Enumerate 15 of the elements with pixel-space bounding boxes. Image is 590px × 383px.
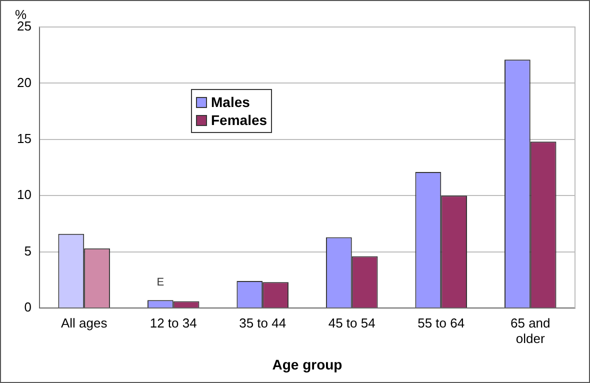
x-tick-label: 55 to 64 [418, 315, 465, 330]
legend-label: Males [210, 94, 251, 110]
y-tick-label: 20 [16, 74, 32, 90]
x-tick-label: 12 to 34 [150, 315, 197, 330]
x-axis-title: Age group [272, 356, 342, 372]
y-tick-label: 0 [24, 300, 32, 315]
annotation: E [156, 276, 164, 289]
x-tick-label: 45 to 54 [328, 315, 376, 330]
y-tick-label: 15 [16, 130, 32, 146]
x-tick-label: 65 and older [510, 315, 550, 346]
y-tick-label: 5 [24, 243, 32, 258]
y-tick-label: 10 [16, 187, 32, 202]
x-tick-label: 35 to 44 [239, 315, 286, 330]
legend-label: Females [210, 112, 268, 128]
x-tick-label: All ages [60, 315, 108, 330]
